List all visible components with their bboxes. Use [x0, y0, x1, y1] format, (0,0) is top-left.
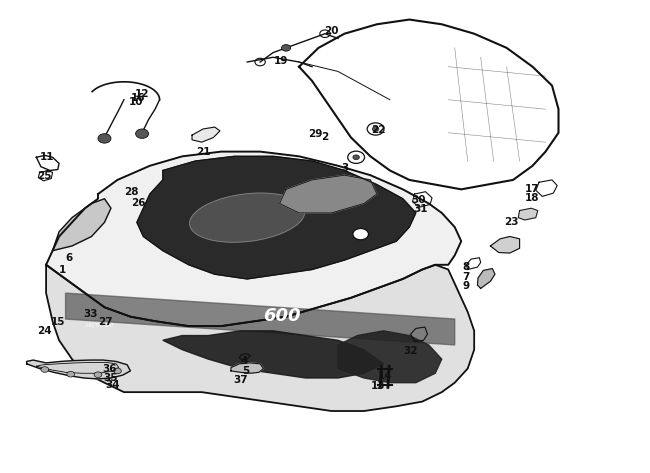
Text: 1: 1 [58, 264, 66, 274]
Circle shape [136, 129, 149, 139]
Text: 23: 23 [504, 218, 519, 228]
Polygon shape [53, 199, 111, 251]
Circle shape [281, 44, 291, 51]
Text: 9: 9 [463, 281, 470, 291]
Text: 14: 14 [378, 371, 392, 381]
Text: 37: 37 [233, 376, 248, 385]
Circle shape [372, 127, 379, 131]
Polygon shape [192, 127, 220, 142]
Text: 8: 8 [463, 262, 470, 272]
Text: 3: 3 [341, 163, 348, 173]
Text: 32: 32 [404, 346, 418, 356]
Circle shape [98, 134, 111, 143]
Polygon shape [231, 363, 263, 373]
Text: 34: 34 [105, 380, 120, 390]
Polygon shape [46, 152, 462, 326]
Text: 18: 18 [525, 193, 540, 203]
Circle shape [41, 367, 49, 372]
Text: 17: 17 [525, 184, 540, 194]
Text: 15: 15 [51, 317, 65, 327]
Polygon shape [299, 19, 558, 189]
Text: 13: 13 [371, 381, 385, 392]
Polygon shape [163, 331, 384, 378]
Circle shape [348, 151, 365, 163]
Text: 35: 35 [104, 373, 118, 383]
Circle shape [67, 371, 75, 377]
Polygon shape [338, 331, 442, 383]
Circle shape [367, 123, 384, 135]
Text: 20: 20 [324, 26, 339, 36]
Polygon shape [46, 265, 474, 411]
Text: 25: 25 [38, 171, 52, 181]
Polygon shape [66, 293, 455, 345]
Circle shape [353, 228, 369, 240]
Text: 36: 36 [103, 365, 117, 375]
Circle shape [94, 372, 102, 377]
Text: 26: 26 [131, 198, 146, 208]
Text: 4: 4 [240, 357, 248, 367]
Circle shape [114, 368, 122, 374]
Text: 30: 30 [412, 195, 426, 205]
Text: 22: 22 [371, 125, 385, 135]
Text: 11: 11 [40, 152, 55, 162]
Polygon shape [27, 360, 131, 379]
Text: 28: 28 [124, 187, 139, 197]
Text: 24: 24 [38, 326, 52, 336]
Polygon shape [490, 236, 519, 253]
Text: 31: 31 [414, 204, 428, 214]
Text: 27: 27 [98, 317, 113, 327]
Text: 33: 33 [83, 309, 98, 319]
Text: 12: 12 [135, 89, 150, 99]
Polygon shape [280, 175, 377, 213]
Text: 6: 6 [65, 253, 72, 263]
Polygon shape [137, 156, 416, 279]
Polygon shape [190, 193, 305, 242]
Text: 21: 21 [196, 147, 211, 157]
Polygon shape [477, 269, 495, 289]
Text: 19: 19 [274, 56, 288, 66]
Text: 5: 5 [242, 366, 250, 376]
Text: 2: 2 [321, 132, 329, 142]
Text: 16: 16 [131, 93, 146, 103]
Text: 10: 10 [128, 97, 143, 107]
Polygon shape [518, 208, 538, 220]
Text: 29: 29 [308, 129, 322, 139]
Circle shape [353, 155, 359, 159]
Text: ARCTIC CAT: ARCTIC CAT [85, 323, 114, 328]
Text: 600: 600 [263, 307, 301, 325]
Text: 7: 7 [463, 272, 470, 281]
